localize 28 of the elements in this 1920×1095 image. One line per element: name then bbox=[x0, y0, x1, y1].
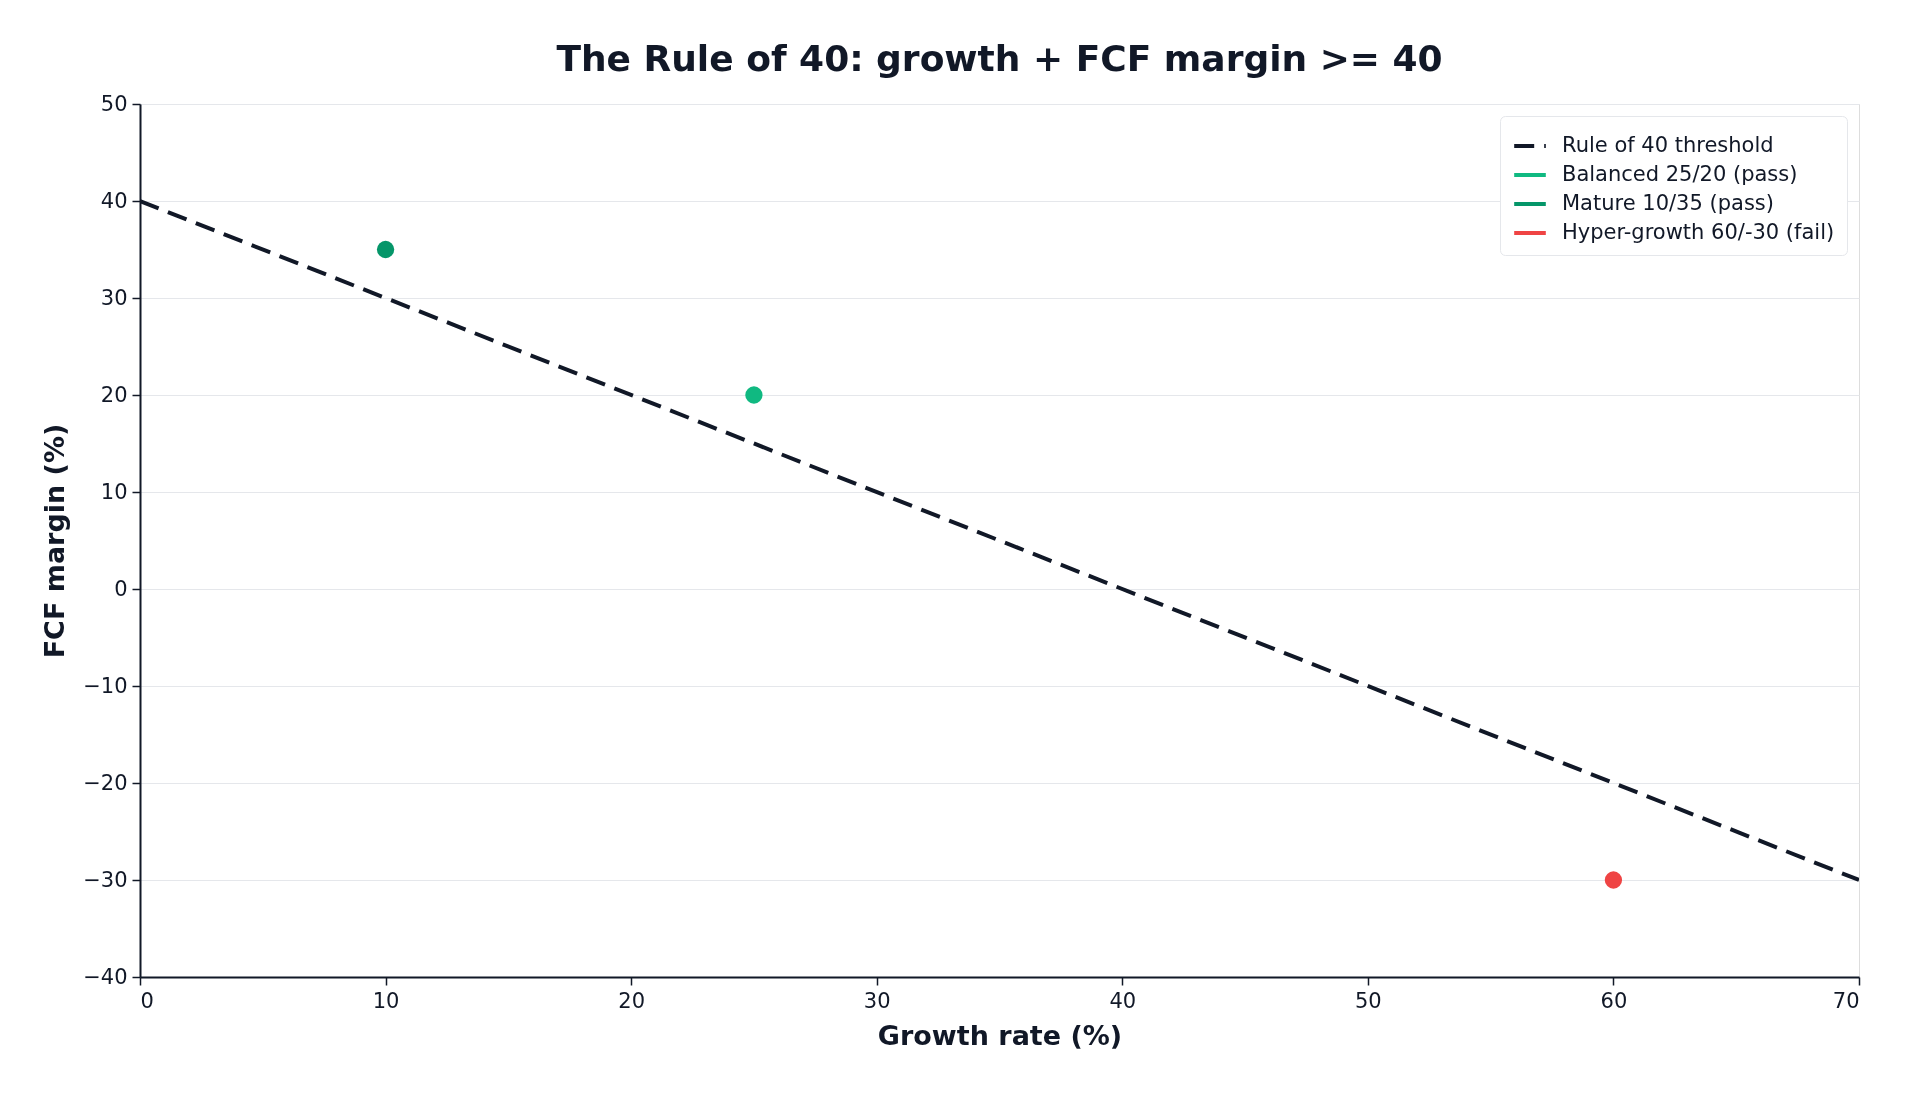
legend-label: Balanced 25/20 (pass) bbox=[1562, 162, 1798, 186]
x-tick-label: 50 bbox=[1354, 988, 1382, 1013]
x-axis-title: Growth rate (%) bbox=[877, 1019, 1123, 1051]
point bbox=[376, 240, 395, 259]
x-tick-label: 0 bbox=[140, 988, 154, 1013]
point bbox=[745, 386, 763, 404]
x-tick-label: 10 bbox=[372, 988, 400, 1013]
x-tick-label: 20 bbox=[618, 988, 646, 1013]
y-tick-label: 10 bbox=[100, 479, 128, 504]
chart-title: The Rule of 40: growth + FCF margin >= 40 bbox=[556, 38, 1443, 79]
y-tick-label: −30 bbox=[83, 867, 128, 892]
y-tick-label: 0 bbox=[114, 576, 128, 601]
x-tick-label: 70 bbox=[1832, 988, 1860, 1013]
y-tick-label: 50 bbox=[100, 91, 128, 116]
y-axis-title: FCF margin (%) bbox=[39, 423, 71, 659]
y-tick-label: −20 bbox=[83, 770, 128, 795]
legend-label: Rule of 40 threshold bbox=[1562, 133, 1774, 157]
x-tick-label: 30 bbox=[863, 988, 891, 1013]
y-tick-label: 20 bbox=[100, 382, 128, 407]
x-tick-label: 60 bbox=[1600, 988, 1628, 1013]
y-tick-label: 40 bbox=[100, 188, 128, 213]
legend-label: Mature 10/35 (pass) bbox=[1562, 191, 1774, 215]
y-tick-label: −40 bbox=[83, 964, 128, 989]
x-tick-label: 40 bbox=[1109, 988, 1137, 1013]
legend-label: Hyper-growth 60/-30 (fail) bbox=[1562, 220, 1835, 244]
y-tick-label: 30 bbox=[100, 285, 128, 310]
y-tick-label: −10 bbox=[83, 673, 128, 698]
point bbox=[1604, 871, 1623, 889]
